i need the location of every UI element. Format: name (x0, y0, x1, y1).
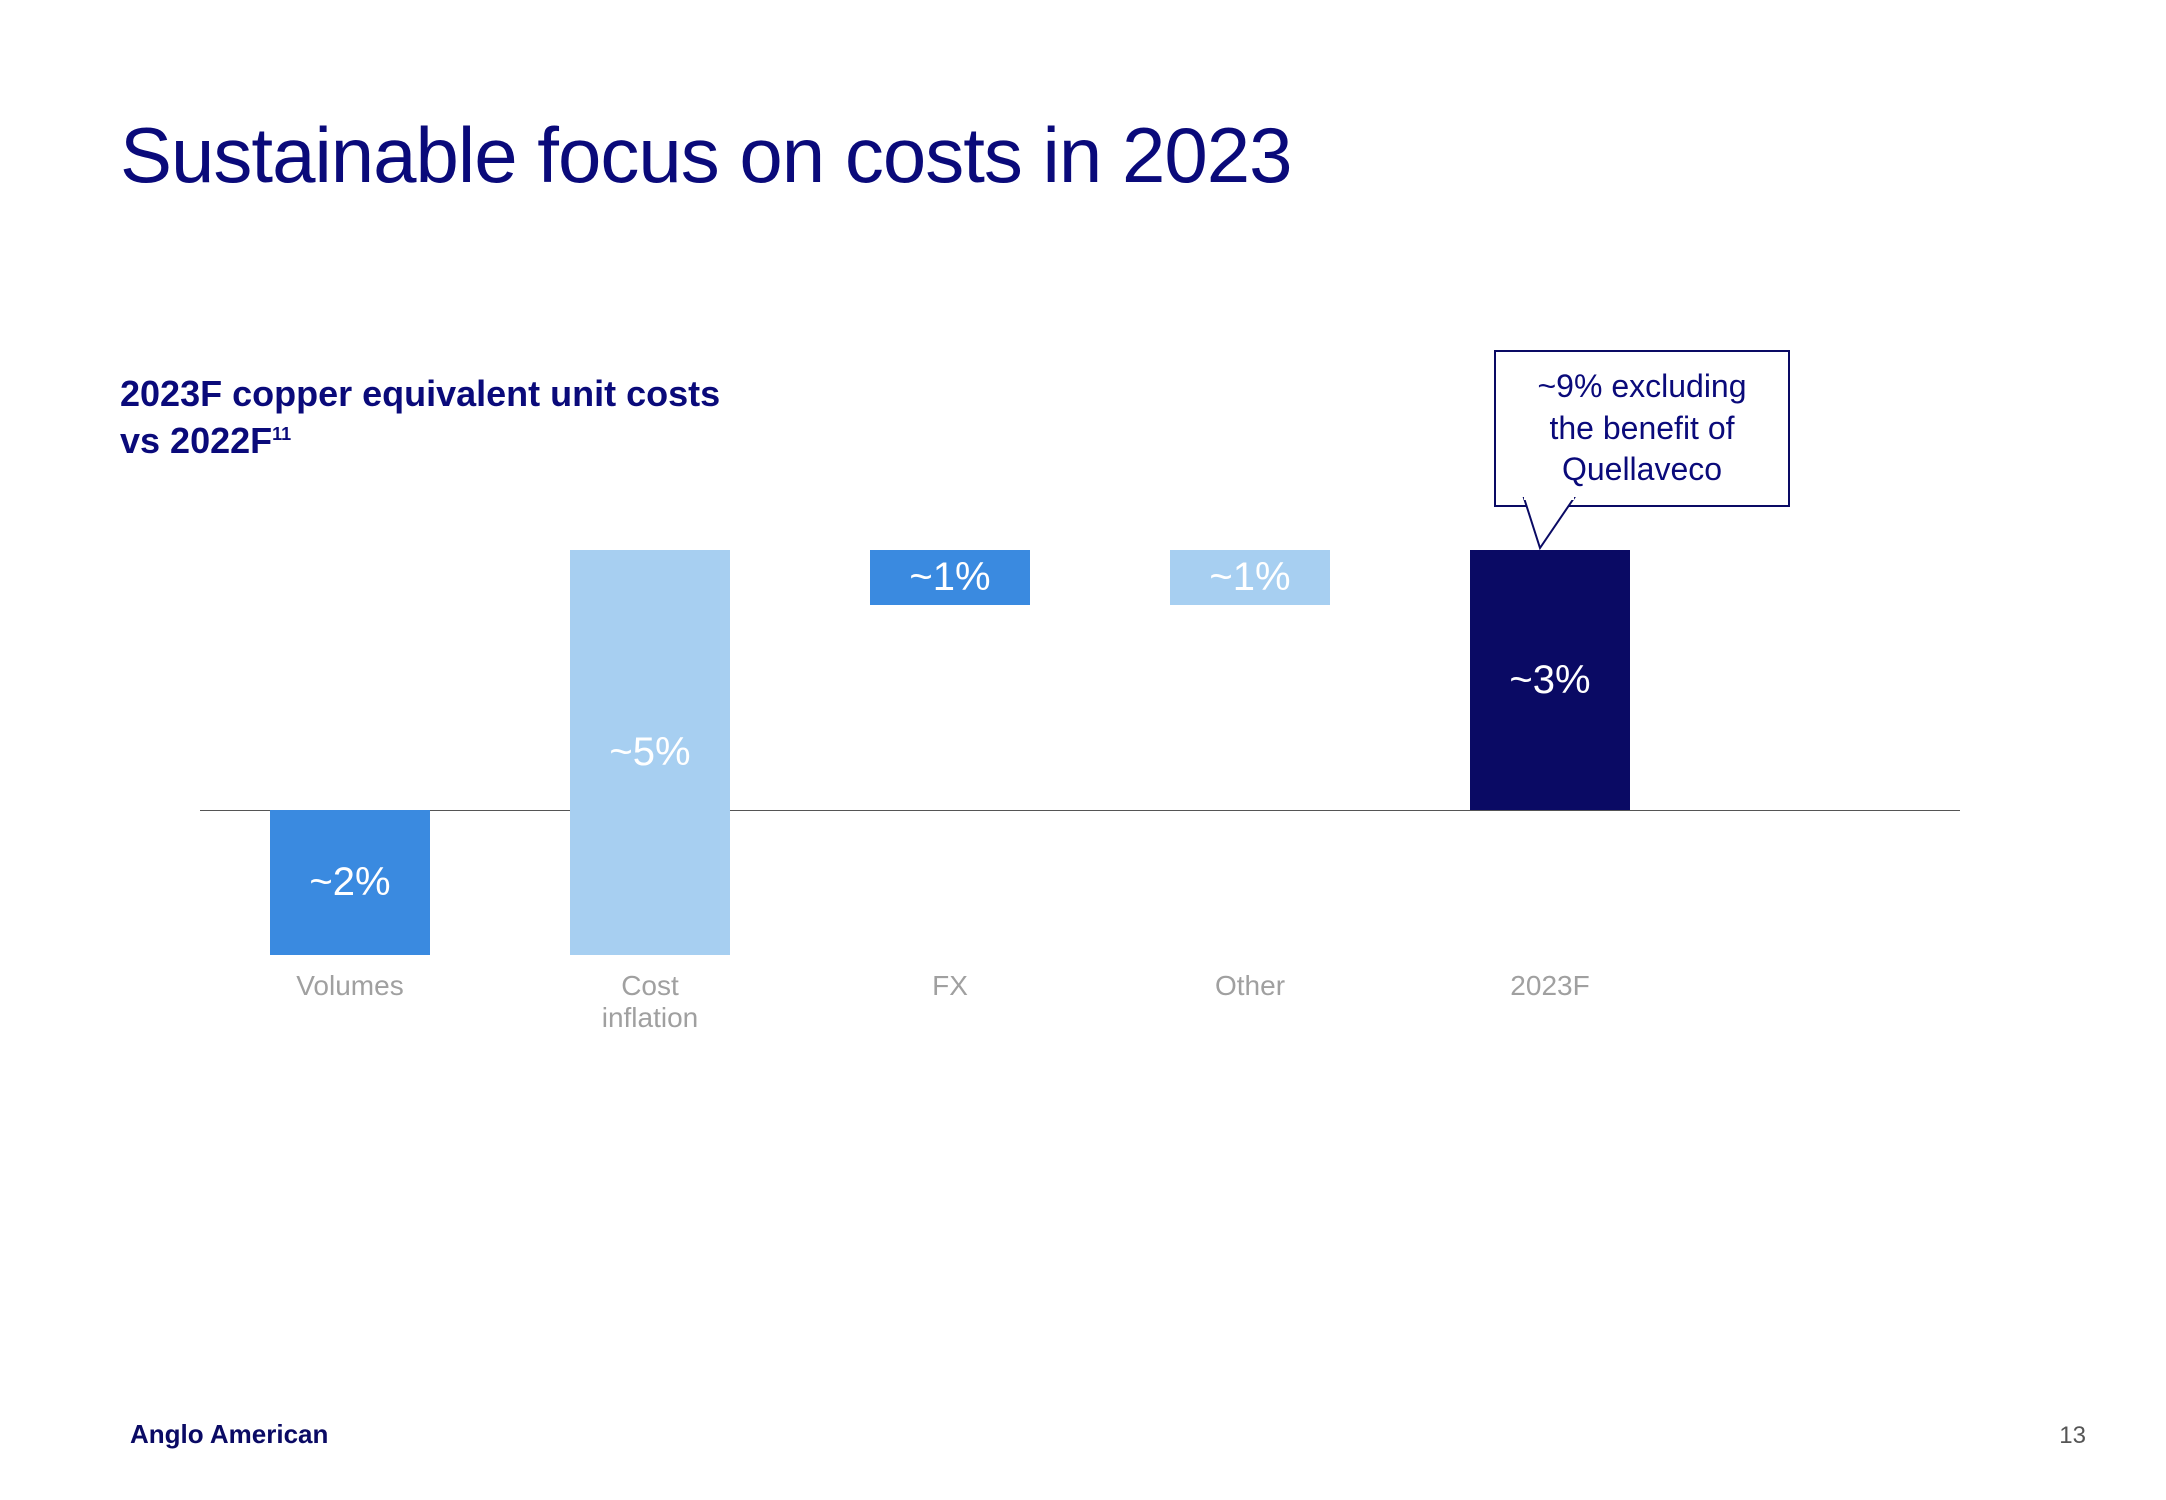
xaxis-label: FX (870, 970, 1030, 1002)
callout-line: ~9% excluding (1537, 368, 1746, 404)
callout-bubble: ~9% excluding the benefit of Quellaveco (1494, 350, 1790, 507)
subtitle-footnote: 11 (272, 424, 291, 444)
bar: ~5% (570, 550, 730, 955)
chart-baseline (200, 810, 1960, 811)
xaxis-label: 2023F (1470, 970, 1630, 1002)
slide: Sustainable focus on costs in 2023 2023F… (0, 0, 2166, 1500)
xaxis-label: Cost inflation (570, 970, 730, 1034)
subtitle-line2: vs 2022F (120, 420, 272, 461)
bar: ~1% (870, 550, 1030, 605)
callout-line: Quellaveco (1562, 451, 1722, 487)
bar-value-label: ~1% (1209, 555, 1290, 600)
subtitle-line1: 2023F copper equivalent unit costs (120, 373, 720, 414)
bar-value-label: ~5% (609, 730, 690, 775)
xaxis-label: Volumes (270, 970, 430, 1002)
bar-value-label: ~1% (909, 555, 990, 600)
bar: ~2% (270, 810, 430, 955)
bar: ~1% (1170, 550, 1330, 605)
bar: ~3% (1470, 550, 1630, 810)
bar-value-label: ~3% (1509, 658, 1590, 703)
page-title: Sustainable focus on costs in 2023 (120, 110, 2046, 201)
xaxis-label: Other (1170, 970, 1330, 1002)
waterfall-chart: ~2%Volumes~5%Cost inflation~1%FX~1%Other… (200, 550, 1960, 1000)
footer-brand: Anglo American (130, 1419, 328, 1450)
callout-line: the benefit of (1549, 410, 1734, 446)
bar-value-label: ~2% (309, 860, 390, 905)
page-number: 13 (2059, 1422, 2086, 1450)
